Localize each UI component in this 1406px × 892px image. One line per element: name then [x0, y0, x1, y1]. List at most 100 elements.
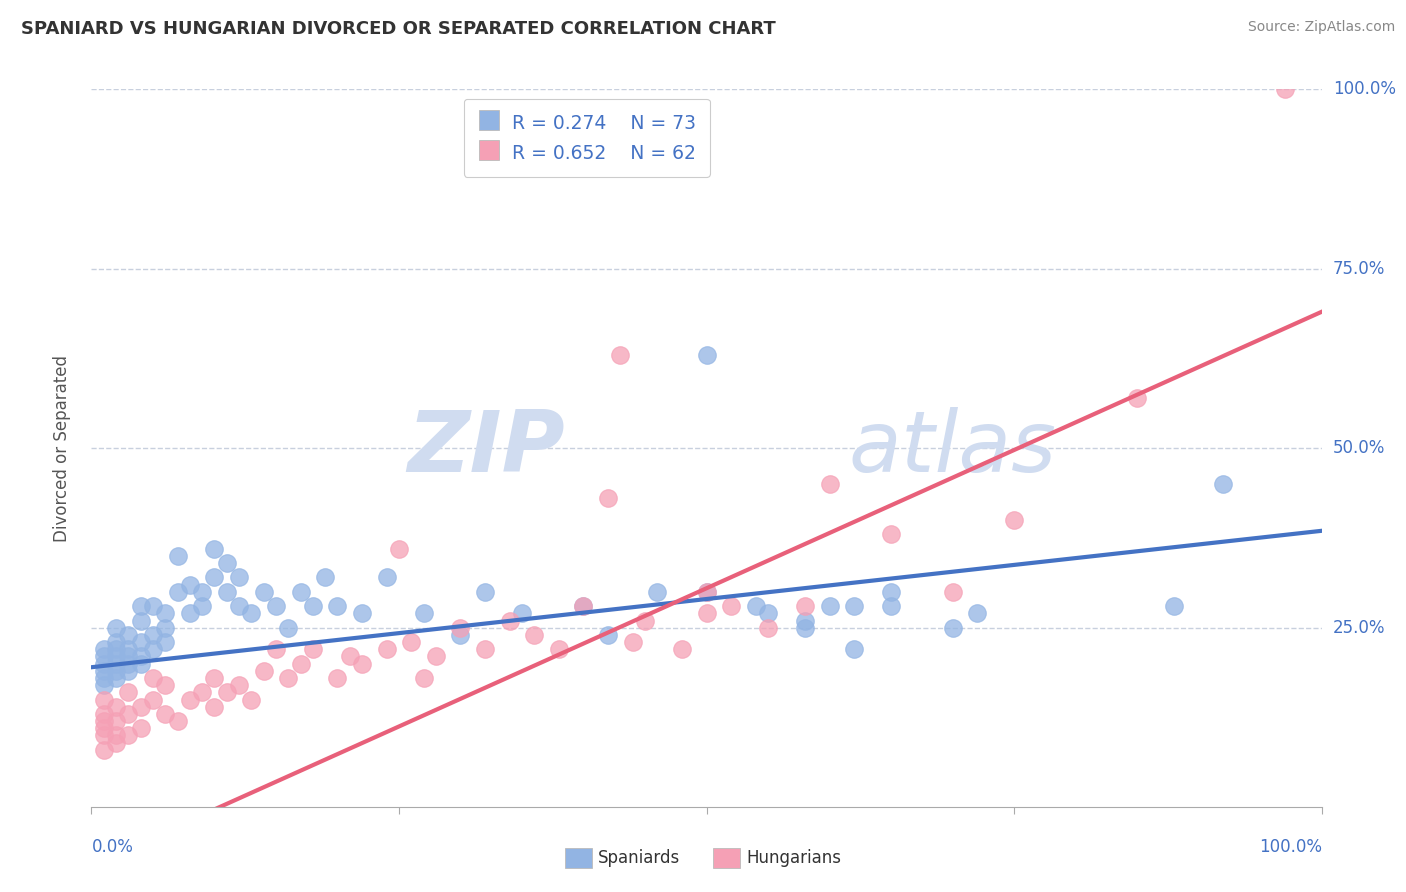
- Point: [412, 671, 434, 685]
- Point: [93, 692, 115, 706]
- Point: [572, 599, 595, 614]
- Point: [240, 692, 263, 706]
- Point: [425, 649, 447, 664]
- Point: [93, 678, 115, 692]
- Y-axis label: Divorced or Separated: Divorced or Separated: [53, 355, 72, 541]
- Point: [412, 607, 434, 621]
- Point: [215, 685, 238, 699]
- Text: 50.0%: 50.0%: [1333, 439, 1385, 458]
- Point: [202, 671, 225, 685]
- Point: [645, 585, 669, 599]
- Point: [720, 599, 742, 614]
- Point: [375, 642, 398, 657]
- Point: [93, 657, 115, 671]
- Point: [166, 585, 188, 599]
- Point: [93, 721, 115, 735]
- Point: [1163, 599, 1185, 614]
- Point: [215, 556, 238, 570]
- Point: [352, 657, 374, 671]
- Point: [941, 621, 963, 635]
- Point: [399, 635, 422, 649]
- Text: 25.0%: 25.0%: [1333, 619, 1385, 637]
- Point: [129, 635, 152, 649]
- Point: [842, 642, 865, 657]
- Point: [153, 607, 177, 621]
- Point: [880, 527, 903, 541]
- Text: 75.0%: 75.0%: [1333, 260, 1385, 277]
- Point: [314, 570, 336, 584]
- Point: [129, 614, 152, 628]
- Legend: R = 0.274    N = 73, R = 0.652    N = 62: R = 0.274 N = 73, R = 0.652 N = 62: [464, 99, 710, 177]
- Point: [818, 477, 841, 491]
- Point: [153, 621, 177, 635]
- Point: [93, 649, 115, 664]
- Point: [352, 607, 374, 621]
- Point: [105, 664, 127, 678]
- Point: [129, 657, 152, 671]
- Point: [818, 599, 841, 614]
- Point: [695, 585, 717, 599]
- Point: [572, 599, 595, 614]
- Point: [93, 728, 115, 742]
- Point: [179, 692, 201, 706]
- Point: [301, 599, 323, 614]
- Point: [264, 599, 287, 614]
- Point: [105, 736, 127, 750]
- Point: [93, 664, 115, 678]
- Point: [745, 599, 768, 614]
- Point: [166, 549, 188, 563]
- Point: [117, 728, 139, 742]
- Point: [142, 642, 165, 657]
- Point: [93, 642, 115, 657]
- Point: [621, 635, 644, 649]
- Point: [301, 642, 323, 657]
- Point: [105, 671, 127, 685]
- Point: [142, 628, 165, 642]
- Point: [880, 585, 903, 599]
- Point: [1002, 513, 1025, 527]
- Text: Spaniards: Spaniards: [599, 849, 681, 867]
- Point: [695, 348, 717, 362]
- Point: [129, 649, 152, 664]
- Point: [253, 585, 276, 599]
- Point: [153, 706, 177, 721]
- Point: [547, 642, 569, 657]
- Point: [166, 714, 188, 728]
- Point: [523, 628, 546, 642]
- Point: [277, 621, 299, 635]
- Point: [228, 678, 250, 692]
- Point: [142, 671, 165, 685]
- Point: [202, 699, 225, 714]
- Point: [129, 721, 152, 735]
- Point: [793, 614, 815, 628]
- Point: [179, 577, 201, 591]
- Point: [105, 714, 127, 728]
- Text: 100.0%: 100.0%: [1333, 80, 1396, 98]
- Point: [202, 570, 225, 584]
- Point: [202, 541, 225, 556]
- Point: [290, 657, 312, 671]
- Point: [756, 607, 779, 621]
- Point: [179, 607, 201, 621]
- Point: [695, 607, 717, 621]
- Point: [842, 599, 865, 614]
- Point: [326, 599, 349, 614]
- Point: [264, 642, 287, 657]
- Point: [105, 699, 127, 714]
- Point: [228, 570, 250, 584]
- Point: [793, 621, 815, 635]
- Text: SPANIARD VS HUNGARIAN DIVORCED OR SEPARATED CORRELATION CHART: SPANIARD VS HUNGARIAN DIVORCED OR SEPARA…: [21, 20, 776, 37]
- Point: [93, 714, 115, 728]
- Point: [105, 621, 127, 635]
- Point: [93, 743, 115, 757]
- Point: [326, 671, 349, 685]
- Point: [228, 599, 250, 614]
- Point: [290, 585, 312, 599]
- FancyBboxPatch shape: [713, 848, 740, 868]
- Text: Hungarians: Hungarians: [745, 849, 841, 867]
- Point: [941, 585, 963, 599]
- Point: [142, 599, 165, 614]
- Point: [756, 621, 779, 635]
- Point: [129, 599, 152, 614]
- Text: atlas: atlas: [848, 407, 1056, 490]
